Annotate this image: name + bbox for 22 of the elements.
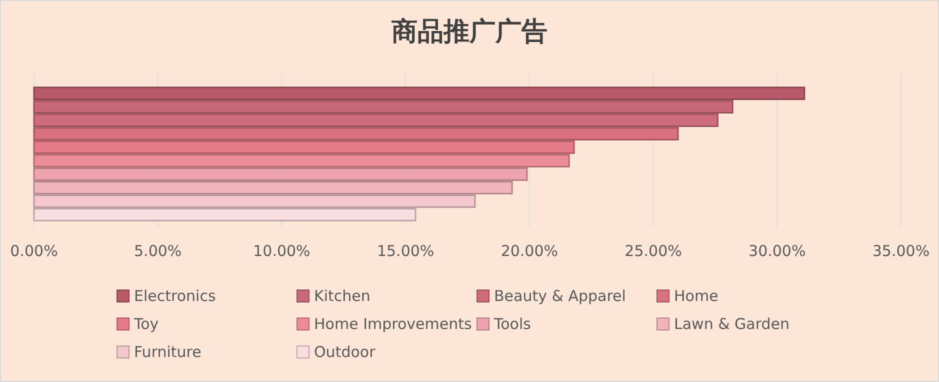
legend-label: Kitchen [314, 287, 370, 305]
x-tick-label: 5.00% [134, 242, 182, 260]
legend-label: Electronics [134, 287, 216, 305]
legend-label: Home Improvements [314, 315, 472, 333]
x-tick-label: 35.00% [872, 242, 930, 260]
x-tick-label: 15.00% [376, 242, 434, 260]
legend-label: Tools [493, 315, 532, 333]
x-tick-label: 25.00% [624, 242, 682, 260]
x-tick-label: 30.00% [748, 242, 806, 260]
chart-title: 商品推广广告 [390, 17, 548, 47]
legend-label: Furniture [134, 343, 202, 361]
legend-label: Home [674, 287, 718, 305]
legend-label: Outdoor [314, 343, 376, 361]
x-tick-label: 0.00% [10, 242, 58, 260]
legend-label: Lawn & Garden [674, 315, 790, 333]
x-tick-label: 10.00% [253, 242, 310, 260]
bar [33, 194, 476, 208]
legend-label: Toy [133, 315, 159, 333]
bar [33, 208, 416, 222]
legend-label: Beauty & Apparel [494, 287, 626, 305]
x-tick-label: 20.00% [500, 242, 558, 260]
bar [33, 154, 570, 168]
